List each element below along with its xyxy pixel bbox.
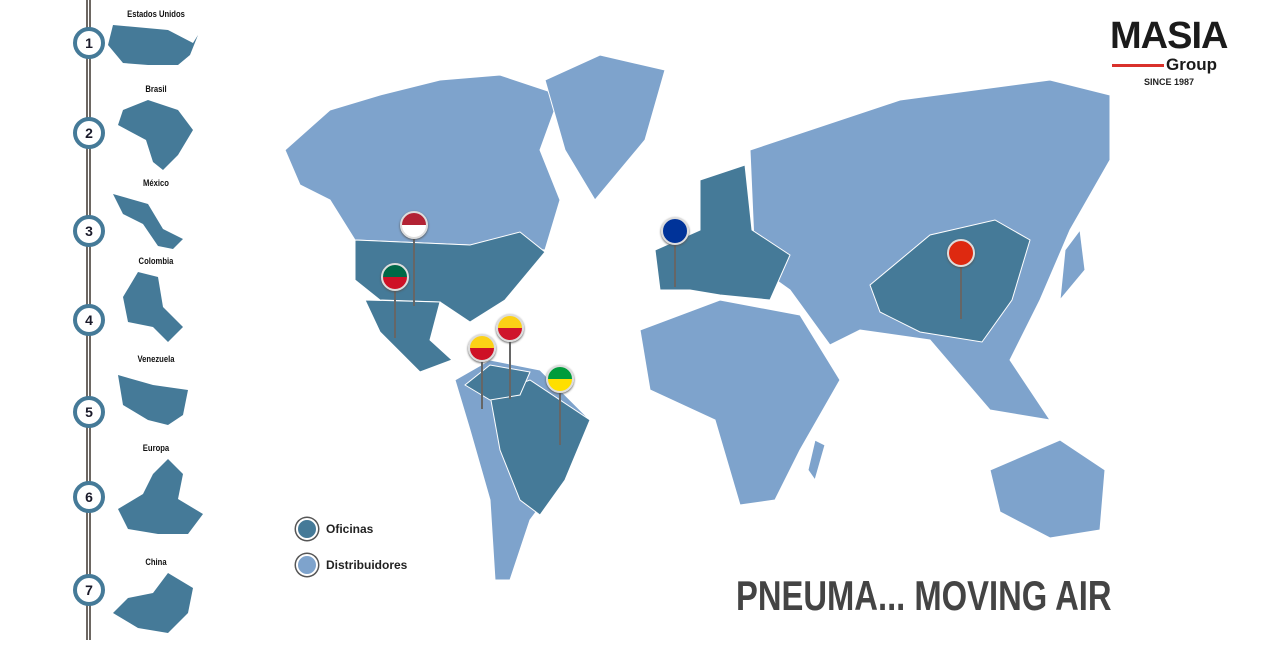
legend-label: Oficinas bbox=[326, 522, 374, 536]
north-america bbox=[284, 74, 561, 251]
step-number: 6 bbox=[85, 489, 93, 505]
country-label: China bbox=[145, 557, 167, 567]
pin-stem bbox=[559, 390, 561, 445]
japan bbox=[1059, 228, 1086, 302]
country-shape-icon bbox=[123, 272, 183, 342]
usa-region bbox=[354, 231, 546, 323]
step-number: 7 bbox=[85, 582, 93, 598]
usa-flag-icon[interactable] bbox=[400, 211, 428, 239]
legend-oficinas: Oficinas bbox=[296, 518, 373, 540]
madagascar bbox=[807, 439, 826, 482]
slogan: PNEUMA... MOVING AIR bbox=[736, 572, 1112, 619]
country-label: Europa bbox=[142, 443, 170, 453]
logo-bar bbox=[1112, 64, 1164, 67]
country-label: Estados Unidos bbox=[127, 9, 185, 19]
distributor-dot-icon bbox=[296, 554, 318, 576]
mexico-region bbox=[364, 299, 453, 373]
logo-sub: Group bbox=[1166, 55, 1217, 74]
step-number: 2 bbox=[85, 125, 93, 141]
country-shape-icon bbox=[108, 25, 198, 65]
country-label: México bbox=[143, 178, 169, 188]
country-shape-icon bbox=[113, 194, 183, 249]
office-dot-icon bbox=[296, 518, 318, 540]
step-5: 5 bbox=[73, 396, 105, 428]
africa bbox=[639, 299, 841, 506]
country-label: Colombia bbox=[138, 256, 174, 266]
country-shape-icon bbox=[118, 375, 188, 425]
country-label: Brasil bbox=[145, 84, 167, 94]
logo-name: MASIA bbox=[1110, 15, 1228, 57]
legend-distribuidores: Distribuidores bbox=[296, 554, 407, 576]
country-shape-icon bbox=[118, 100, 193, 170]
pin-stem bbox=[509, 339, 511, 399]
pin-stem bbox=[413, 236, 415, 306]
step-7: 7 bbox=[73, 574, 105, 606]
mexico-flag-icon[interactable] bbox=[381, 263, 409, 291]
pin-stem bbox=[481, 359, 483, 409]
step-2: 2 bbox=[73, 117, 105, 149]
eu-flag-icon[interactable] bbox=[661, 217, 689, 245]
step-number: 5 bbox=[85, 404, 93, 420]
step-number: 4 bbox=[85, 312, 93, 328]
australia bbox=[989, 439, 1106, 539]
pin-stem bbox=[674, 242, 676, 287]
step-4: 4 bbox=[73, 304, 105, 336]
pin-stem bbox=[394, 288, 396, 338]
brazil-region bbox=[489, 379, 591, 516]
step-3: 3 bbox=[73, 215, 105, 247]
step-number: 1 bbox=[85, 35, 93, 51]
country-shape-icon bbox=[118, 459, 203, 534]
europe-region bbox=[654, 164, 791, 301]
country-shape-icon bbox=[113, 573, 193, 633]
pin-stem bbox=[960, 264, 962, 319]
step-1: 1 bbox=[73, 27, 105, 59]
brazil-flag-icon[interactable] bbox=[546, 365, 574, 393]
step-6: 6 bbox=[73, 481, 105, 513]
country-label: Venezuela bbox=[137, 354, 175, 364]
step-number: 3 bbox=[85, 223, 93, 239]
venezuela-flag-icon[interactable] bbox=[496, 314, 524, 342]
china-flag-icon[interactable] bbox=[947, 239, 975, 267]
masia-logo: MASIA Group SINCE 1987 bbox=[1110, 15, 1250, 94]
china-region bbox=[869, 219, 1031, 343]
colombia-flag-icon[interactable] bbox=[468, 334, 496, 362]
legend-label: Distribuidores bbox=[326, 558, 408, 572]
greenland bbox=[544, 54, 666, 201]
logo-since: SINCE 1987 bbox=[1144, 77, 1195, 87]
